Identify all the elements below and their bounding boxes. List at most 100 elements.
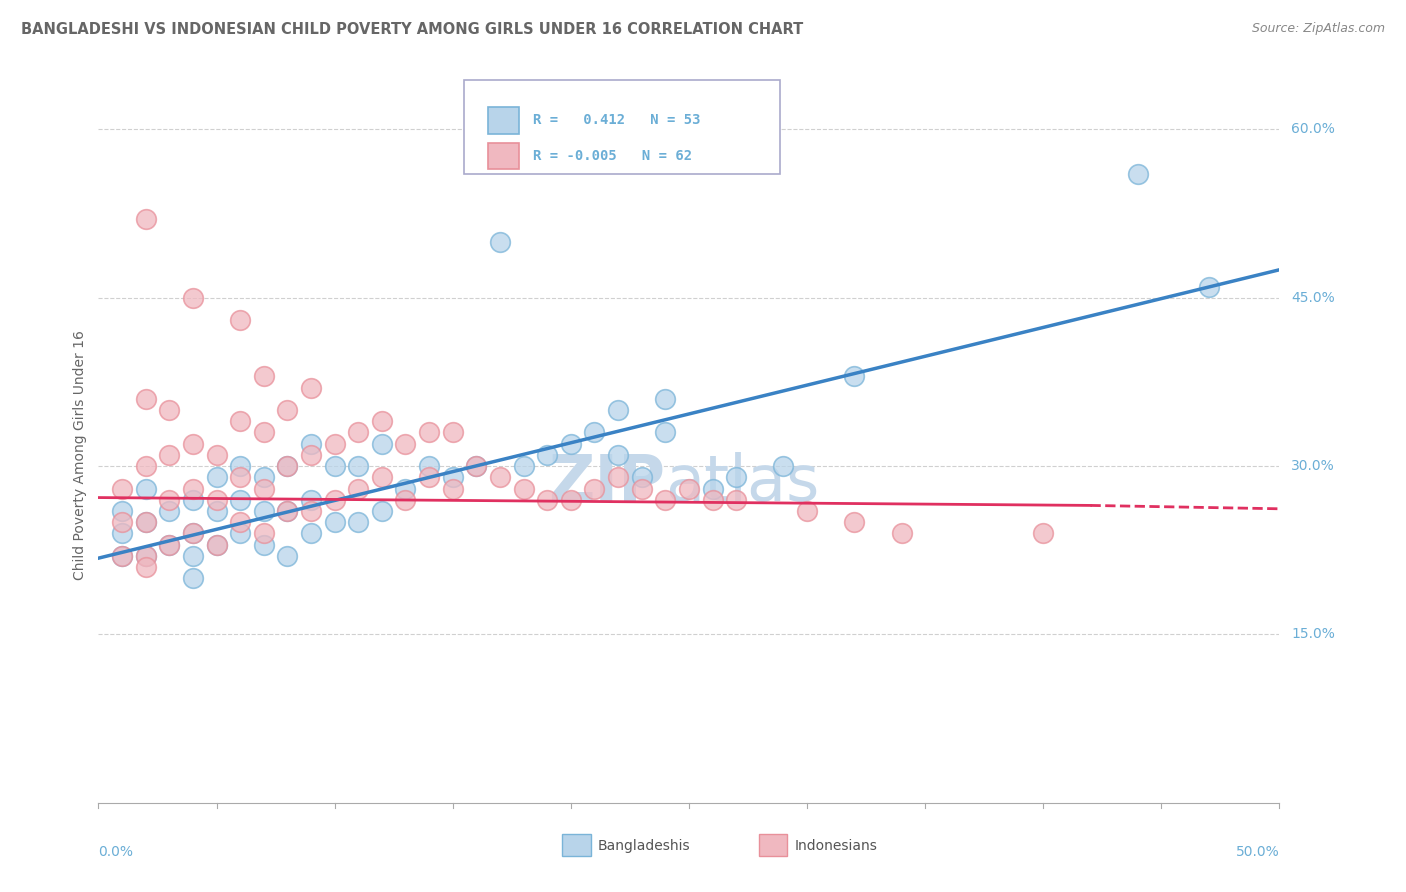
- Point: [229, 459, 252, 474]
- Point: [229, 313, 252, 327]
- Point: [111, 549, 134, 563]
- Point: [229, 470, 252, 484]
- Point: [253, 425, 276, 440]
- Point: [371, 470, 394, 484]
- Point: [1032, 526, 1054, 541]
- Point: [347, 425, 370, 440]
- Point: [607, 403, 630, 417]
- Point: [299, 504, 322, 518]
- Point: [276, 459, 298, 474]
- Point: [630, 482, 652, 496]
- Point: [253, 538, 276, 552]
- Point: [253, 504, 276, 518]
- Point: [299, 381, 322, 395]
- Point: [181, 436, 204, 450]
- Point: [276, 504, 298, 518]
- Point: [135, 560, 157, 574]
- Point: [135, 212, 157, 227]
- Point: [394, 492, 416, 507]
- Point: [323, 515, 346, 529]
- Point: [441, 470, 464, 484]
- Point: [229, 414, 252, 428]
- Point: [654, 425, 676, 440]
- Point: [135, 515, 157, 529]
- Text: 60.0%: 60.0%: [1291, 122, 1336, 136]
- Point: [1198, 279, 1220, 293]
- Point: [276, 549, 298, 563]
- Point: [536, 448, 558, 462]
- Point: [394, 436, 416, 450]
- Point: [135, 392, 157, 406]
- Point: [844, 515, 866, 529]
- Point: [111, 504, 134, 518]
- Point: [299, 448, 322, 462]
- Point: [630, 470, 652, 484]
- Point: [276, 459, 298, 474]
- Point: [157, 448, 180, 462]
- Point: [157, 538, 180, 552]
- Point: [489, 235, 512, 249]
- Point: [111, 482, 134, 496]
- Point: [135, 482, 157, 496]
- Point: [157, 538, 180, 552]
- Point: [299, 526, 322, 541]
- Point: [253, 369, 276, 384]
- Point: [583, 425, 606, 440]
- Point: [205, 470, 228, 484]
- Point: [441, 482, 464, 496]
- Point: [796, 504, 818, 518]
- Point: [441, 425, 464, 440]
- Point: [465, 459, 488, 474]
- Text: BANGLADESHI VS INDONESIAN CHILD POVERTY AMONG GIRLS UNDER 16 CORRELATION CHART: BANGLADESHI VS INDONESIAN CHILD POVERTY …: [21, 22, 803, 37]
- Text: Source: ZipAtlas.com: Source: ZipAtlas.com: [1251, 22, 1385, 36]
- Point: [276, 504, 298, 518]
- Point: [157, 403, 180, 417]
- Point: [111, 549, 134, 563]
- Point: [465, 459, 488, 474]
- Point: [844, 369, 866, 384]
- Point: [253, 482, 276, 496]
- Point: [512, 459, 534, 474]
- Point: [135, 515, 157, 529]
- Point: [583, 482, 606, 496]
- Point: [772, 459, 794, 474]
- Point: [181, 482, 204, 496]
- Point: [323, 492, 346, 507]
- Point: [654, 392, 676, 406]
- Point: [394, 482, 416, 496]
- Point: [229, 526, 252, 541]
- Point: [347, 459, 370, 474]
- Text: atlas: atlas: [665, 451, 820, 514]
- Point: [702, 492, 724, 507]
- Point: [347, 482, 370, 496]
- Point: [181, 526, 204, 541]
- Point: [371, 414, 394, 428]
- Y-axis label: Child Poverty Among Girls Under 16: Child Poverty Among Girls Under 16: [73, 330, 87, 580]
- Point: [276, 403, 298, 417]
- Point: [181, 291, 204, 305]
- Text: R =   0.412   N = 53: R = 0.412 N = 53: [533, 113, 700, 128]
- Point: [678, 482, 700, 496]
- Text: Indonesians: Indonesians: [794, 838, 877, 853]
- Point: [607, 448, 630, 462]
- Text: 45.0%: 45.0%: [1291, 291, 1336, 305]
- Point: [418, 470, 440, 484]
- Point: [111, 526, 134, 541]
- Point: [418, 459, 440, 474]
- Point: [157, 492, 180, 507]
- Point: [253, 526, 276, 541]
- Point: [135, 549, 157, 563]
- Text: 0.0%: 0.0%: [98, 845, 134, 858]
- Point: [157, 504, 180, 518]
- Point: [725, 492, 748, 507]
- Point: [560, 492, 582, 507]
- Point: [512, 482, 534, 496]
- Point: [181, 571, 204, 585]
- Point: [299, 436, 322, 450]
- Text: 30.0%: 30.0%: [1291, 459, 1336, 473]
- Text: ZIP: ZIP: [548, 451, 665, 514]
- Point: [135, 459, 157, 474]
- Point: [1126, 167, 1149, 181]
- Point: [205, 448, 228, 462]
- Point: [323, 459, 346, 474]
